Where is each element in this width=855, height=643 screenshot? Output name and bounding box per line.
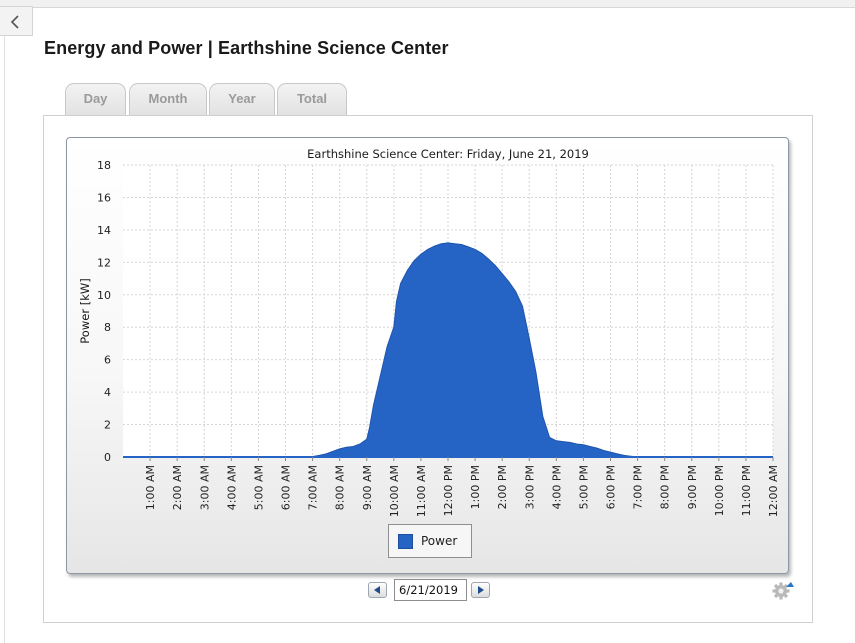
x-tick-label: 6:00 AM (280, 465, 293, 510)
x-tick-label: 2:00 PM (496, 465, 509, 509)
chart-title: Earthshine Science Center: Friday, June … (307, 147, 589, 161)
x-tick-label: 12:00 AM (767, 465, 780, 517)
x-tick-label: 3:00 PM (523, 465, 536, 509)
legend-swatch-power (398, 534, 413, 549)
x-tick-label: 12:00 PM (442, 465, 455, 516)
triangle-left-icon (374, 586, 380, 594)
tab-day[interactable]: Day (65, 83, 126, 115)
y-tick-label: 6 (104, 354, 111, 367)
chart-legend[interactable]: Power (388, 524, 472, 558)
x-tick-label: 8:00 PM (659, 465, 672, 509)
x-tick-label: 9:00 AM (361, 465, 374, 510)
y-tick-label: 12 (97, 256, 111, 269)
chart-container: 0 2 4 6 8 10 12 14 16 18 1:00 AM 2:00 AM 3:00 AM 4:00… (66, 137, 789, 574)
x-tick-label: 1:00 PM (469, 465, 482, 509)
x-tick-label: 5:00 PM (577, 465, 590, 509)
tab-month[interactable]: Month (129, 83, 207, 115)
x-tick-label: 7:00 PM (632, 465, 645, 509)
settings-button[interactable] (772, 580, 794, 600)
tab-label: Month (148, 91, 188, 106)
legend-label-power: Power (421, 534, 458, 548)
next-day-button[interactable] (471, 582, 490, 598)
x-tick-label: 4:00 AM (225, 465, 238, 510)
date-input[interactable]: 6/21/2019 (394, 579, 467, 601)
x-tick-label: 4:00 PM (550, 465, 563, 509)
x-tick-label: 10:00 AM (388, 465, 401, 517)
x-tick-label: 3:00 AM (198, 465, 211, 510)
x-tick-label: 10:00 PM (713, 465, 726, 516)
y-tick-label: 14 (97, 224, 111, 237)
tab-label: Total (296, 91, 328, 106)
x-tick-label: 7:00 AM (307, 465, 320, 510)
top-bar (0, 0, 855, 8)
tab-year[interactable]: Year (209, 83, 275, 115)
x-tick-label: 9:00 PM (686, 465, 699, 509)
chevron-left-icon (10, 15, 19, 29)
y-tick-label: 0 (104, 451, 111, 464)
previous-day-button[interactable] (368, 582, 387, 598)
y-tick-label: 10 (97, 289, 111, 302)
y-tick-label: 16 (97, 191, 111, 204)
y-tick-label: 2 (104, 419, 111, 432)
y-tick-label: 4 (104, 386, 111, 399)
y-tick-label: 8 (104, 321, 111, 334)
power-chart: 0 2 4 6 8 10 12 14 16 18 1:00 AM 2:00 AM 3:00 AM 4:00… (78, 147, 780, 517)
x-tick-label: 8:00 AM (334, 465, 347, 510)
x-tick-label: 11:00 PM (740, 465, 753, 516)
tab-total[interactable]: Total (277, 83, 347, 115)
side-divider (4, 36, 5, 643)
tab-label: Day (83, 91, 108, 106)
x-tick-label: 6:00 PM (605, 465, 618, 509)
x-tick-label: 5:00 AM (252, 465, 265, 510)
page-title: Energy and Power | Earthshine Science Ce… (44, 38, 449, 58)
x-tick-label: 11:00 AM (415, 465, 428, 517)
y-axis-label: Power [kW] (78, 278, 92, 343)
back-button[interactable] (0, 6, 33, 36)
y-tick-label: 18 (97, 159, 111, 172)
x-tick-label: 1:00 AM (144, 465, 157, 510)
gear-icon (772, 582, 794, 600)
tab-label: Year (228, 91, 256, 106)
series-power-area (123, 242, 773, 458)
triangle-right-icon (478, 586, 484, 594)
x-tick-label: 2:00 AM (171, 465, 184, 510)
